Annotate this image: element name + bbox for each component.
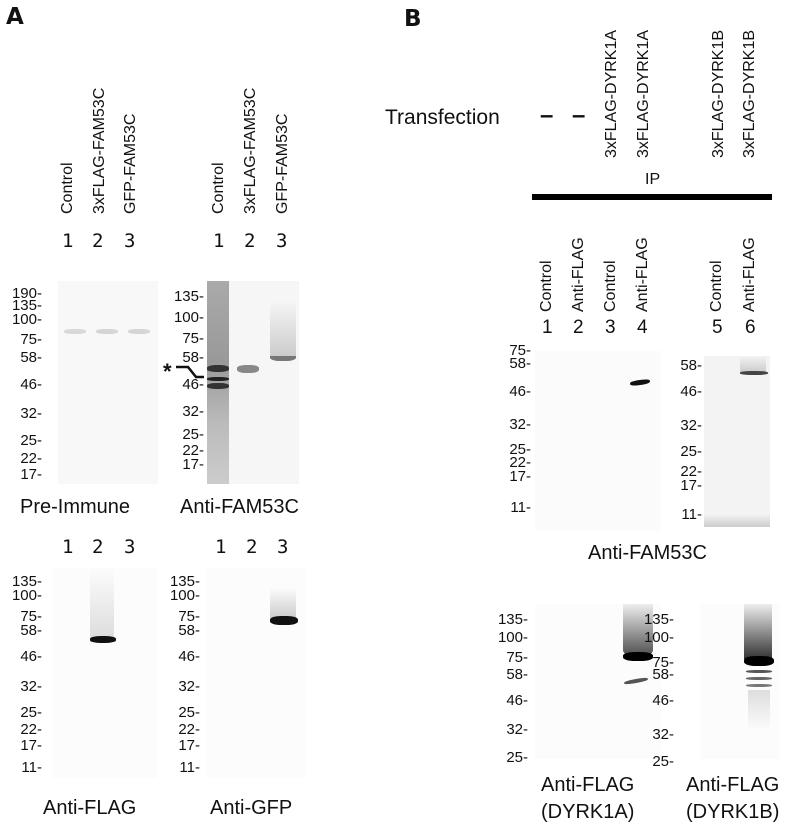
panel-a-label: A [6, 4, 24, 30]
lane-number: 3 [124, 536, 136, 558]
blot-anti-fam53c [207, 281, 299, 484]
blot-b-anti-fam53c-dyrk1b [704, 356, 770, 527]
blot-caption: Anti-GFP [210, 797, 293, 819]
lane-header: GFP-FAM53C [274, 113, 291, 214]
blot-caption: Anti-FLAG [43, 797, 137, 819]
blot-caption-line2: (DYRK1B) [686, 801, 780, 823]
transfection-value-lane-3: 3xFLAG-DYRK1A [603, 29, 620, 158]
bracket-pointer-icon [176, 365, 204, 379]
ip-lane-label: Control [708, 260, 725, 312]
transfection-value-lane-5: 3xFLAG-DYRK1B [710, 29, 727, 158]
blot-caption-line1: Anti-FLAG [541, 774, 635, 796]
ip-lane-label: Control [538, 260, 555, 312]
lane-number: 1 [62, 230, 74, 252]
transfection-value-lane-1: – [540, 102, 554, 129]
ip-lane-label: Control [602, 260, 619, 312]
lane-number: 6 [745, 317, 756, 338]
blot-b-anti-fam53c-dyrk1a [535, 351, 661, 531]
ip-lane-label: Anti-FLAG [634, 237, 651, 312]
lane-number: 2 [244, 230, 256, 252]
panel-b-label: B [404, 6, 422, 32]
transfection-value-lane-2: – [572, 102, 586, 129]
blot-caption: Anti-FAM53C [588, 542, 707, 564]
blot-b-anti-flag-dyrk1b [700, 604, 780, 759]
lane-number: 2 [246, 536, 258, 558]
lane-number: 3 [605, 317, 616, 338]
blot-caption-line2: (DYRK1A) [541, 801, 635, 823]
lane-number: 3 [124, 230, 136, 252]
ip-lane-label: Anti-FLAG [741, 237, 758, 312]
lane-number: 4 [637, 317, 648, 338]
blot-caption-line1: Anti-FLAG [686, 774, 780, 796]
lane-number: 3 [276, 230, 288, 252]
lane-number: 1 [62, 536, 74, 558]
lane-header: 3xFLAG-FAM53C [242, 87, 259, 214]
ip-label: IP [645, 171, 661, 188]
blot-caption: Anti-FAM53C [180, 496, 299, 518]
lane-header: Control [59, 162, 76, 214]
lane-number: 2 [92, 230, 104, 252]
blot-anti-flag [52, 568, 157, 778]
lane-number: 2 [92, 536, 104, 558]
asterisk-annotation: * [163, 359, 172, 384]
blot-caption: Pre-Immune [20, 496, 131, 518]
lane-number: 1 [213, 230, 225, 252]
blot-b-anti-flag-dyrk1a [535, 604, 661, 759]
transfection-value-lane-4: 3xFLAG-DYRK1A [635, 29, 652, 158]
blot-pre-immune [58, 281, 158, 484]
transfection-value-lane-6: 3xFLAG-DYRK1B [741, 29, 758, 158]
lane-number: 1 [542, 317, 553, 338]
transfection-label: Transfection [385, 106, 500, 129]
lane-header: 3xFLAG-FAM53C [91, 87, 108, 214]
ip-lane-label: Anti-FLAG [570, 237, 587, 312]
lane-number: 2 [573, 317, 584, 338]
lane-header: GFP-FAM53C [122, 113, 139, 214]
ip-bar [532, 194, 772, 200]
blot-anti-gfp [206, 568, 306, 778]
lane-header: Control [210, 162, 227, 214]
lane-number: 3 [277, 536, 289, 558]
lane-number: 1 [215, 536, 227, 558]
lane-number: 5 [712, 317, 723, 338]
